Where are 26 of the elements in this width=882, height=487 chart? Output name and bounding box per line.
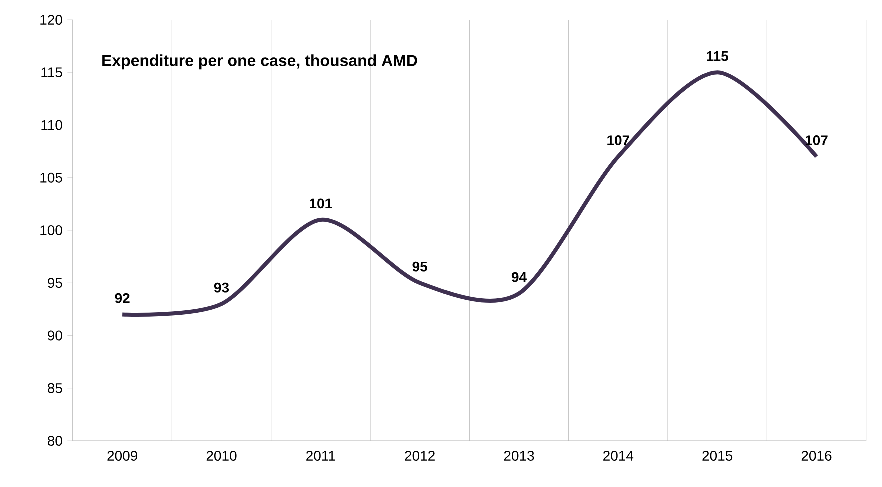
text: Expenditure per one case, thousand AMD: [102, 54, 418, 70]
y-tick-label: 100: [40, 226, 62, 236]
x-tick-label: 2015: [702, 451, 733, 461]
x-tick-label: 2009: [108, 451, 138, 461]
y-tick-label: 90: [48, 330, 62, 341]
data-label: 94: [512, 272, 527, 282]
data-label: 107: [806, 136, 828, 146]
data-label: 101: [310, 198, 332, 209]
x-tick-label: 2011: [306, 451, 336, 461]
x-tick-label: 2016: [802, 451, 832, 461]
x-tick-label: 2012: [405, 451, 435, 461]
y-tick-label: 85: [48, 383, 62, 394]
y-tick-label: 80: [48, 436, 62, 446]
x-tick-label: 2014: [604, 451, 634, 461]
y-tick-label: 115: [42, 68, 62, 78]
y-tick-label: 105: [40, 172, 62, 183]
x-tick-label: 2010: [206, 451, 237, 461]
data-label: 107: [608, 136, 630, 146]
data-label: 115: [707, 51, 728, 62]
y-tick-label: 110: [42, 120, 62, 130]
x-tick-label: 2013: [504, 451, 534, 461]
data-label: 92: [115, 293, 130, 304]
y-tick-label: 120: [40, 15, 62, 25]
data-label: 95: [412, 262, 428, 272]
y-tick-label: 95: [48, 278, 62, 288]
data-label: 93: [214, 282, 230, 293]
